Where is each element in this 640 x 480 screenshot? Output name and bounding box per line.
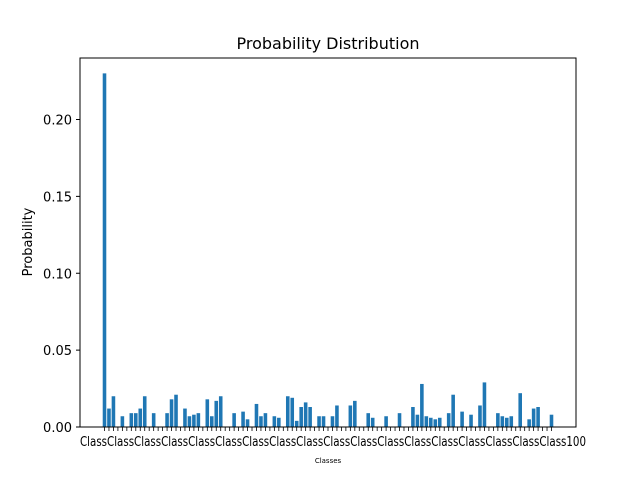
bar — [424, 416, 429, 427]
bar — [482, 382, 487, 427]
bar — [187, 416, 192, 427]
bar — [469, 414, 473, 427]
bar — [420, 383, 424, 427]
bar — [102, 73, 107, 428]
bar — [245, 419, 250, 427]
bar — [303, 402, 308, 427]
y-tick-label: 0.15 — [43, 190, 72, 205]
bar — [460, 411, 464, 428]
bar — [205, 399, 210, 427]
bar — [285, 396, 290, 427]
bar — [290, 397, 295, 427]
bar — [165, 413, 169, 427]
bar — [120, 416, 125, 427]
bar — [415, 414, 420, 427]
bar — [183, 408, 187, 427]
bar — [321, 416, 326, 427]
bar — [527, 419, 531, 427]
bar — [294, 420, 299, 427]
bar — [531, 408, 536, 427]
bar — [353, 400, 357, 427]
bar — [308, 407, 312, 427]
bar — [209, 416, 214, 427]
bar — [366, 413, 371, 427]
bar — [254, 403, 259, 427]
bar — [277, 417, 281, 427]
bar — [505, 417, 509, 427]
bar — [317, 416, 321, 427]
y-axis: 0.00 0.05 0.10 0.15 0.20 — [43, 114, 80, 436]
y-axis-label: Probability — [21, 207, 36, 276]
bar — [518, 393, 522, 427]
bar — [446, 413, 451, 427]
bar — [259, 416, 263, 427]
chart-title: Probability Distribution — [236, 34, 419, 53]
y-tick-label: 0.00 — [43, 421, 72, 436]
y-tick-label: 0.10 — [43, 267, 72, 282]
bar — [330, 416, 335, 427]
bar — [509, 416, 514, 427]
bar — [500, 416, 505, 427]
bar — [335, 405, 339, 427]
bar — [496, 413, 500, 427]
bar — [437, 417, 442, 427]
bar — [169, 399, 174, 427]
bar — [384, 416, 388, 427]
bar — [433, 419, 438, 427]
bar — [142, 396, 147, 427]
x-axis-label: Classes — [315, 457, 342, 465]
bar — [536, 407, 540, 427]
bar — [478, 405, 482, 427]
bar — [241, 411, 245, 428]
bar — [196, 413, 201, 427]
bar — [429, 417, 433, 427]
bar — [218, 396, 223, 427]
bar — [549, 414, 554, 427]
bar — [397, 413, 402, 427]
bar — [192, 414, 196, 427]
bars-group — [102, 73, 554, 431]
bar — [151, 413, 156, 427]
bar — [111, 396, 116, 427]
bar — [299, 407, 303, 427]
bar — [214, 400, 219, 427]
bar — [451, 394, 455, 427]
bar — [174, 394, 178, 427]
bar — [272, 416, 277, 427]
x-tick-labels: ClassClassClassClassClassClassClassClass… — [80, 435, 586, 450]
y-tick-label: 0.20 — [43, 114, 72, 129]
plot-frame — [79, 57, 577, 428]
bar — [107, 408, 111, 427]
bar — [370, 417, 375, 427]
bar — [138, 408, 143, 427]
bar — [134, 413, 138, 427]
bar — [263, 413, 268, 427]
bar — [232, 413, 236, 427]
y-tick-label: 0.05 — [43, 344, 72, 359]
bar — [129, 413, 134, 427]
bar — [348, 405, 353, 427]
bar — [411, 407, 415, 427]
